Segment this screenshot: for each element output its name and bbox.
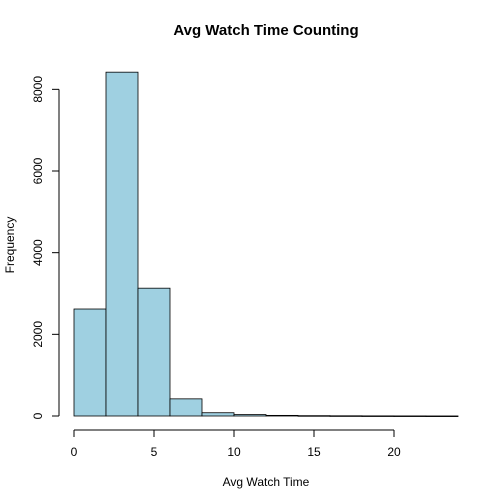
y-tick-label: 8000 xyxy=(31,76,45,103)
histogram-bar xyxy=(393,415,427,417)
x-axis-label: Avg Watch Time xyxy=(223,475,310,489)
histogram-bar xyxy=(201,412,235,417)
chart-title: Avg Watch Time Counting xyxy=(173,22,358,39)
y-tick-label: 4000 xyxy=(31,239,45,266)
x-tick-label: 15 xyxy=(307,445,321,459)
histogram-bar xyxy=(329,415,363,417)
histogram-bar xyxy=(265,414,299,417)
histogram-bars xyxy=(73,71,459,417)
x-tick-label: 5 xyxy=(151,445,158,459)
x-tick-label: 10 xyxy=(227,445,241,459)
x-axis: 0 5 10 15 20 xyxy=(71,429,401,459)
histogram-bar xyxy=(425,415,459,417)
y-tick-label: 2000 xyxy=(31,321,45,348)
histogram-bar xyxy=(73,308,107,417)
y-axis: 0 2000 4000 6000 8000 xyxy=(31,76,60,419)
y-tick-label: 6000 xyxy=(31,157,45,184)
histogram-bar xyxy=(297,415,331,417)
histogram-bar xyxy=(105,71,139,417)
histogram-bar xyxy=(361,415,395,417)
y-tick-label: 0 xyxy=(31,412,45,419)
histogram-bar xyxy=(169,398,203,417)
y-axis-label: Frequency xyxy=(3,217,17,274)
x-tick-label: 0 xyxy=(71,445,78,459)
histogram-bar xyxy=(137,287,171,417)
histogram-bar xyxy=(233,414,267,417)
x-tick-label: 20 xyxy=(387,445,401,459)
